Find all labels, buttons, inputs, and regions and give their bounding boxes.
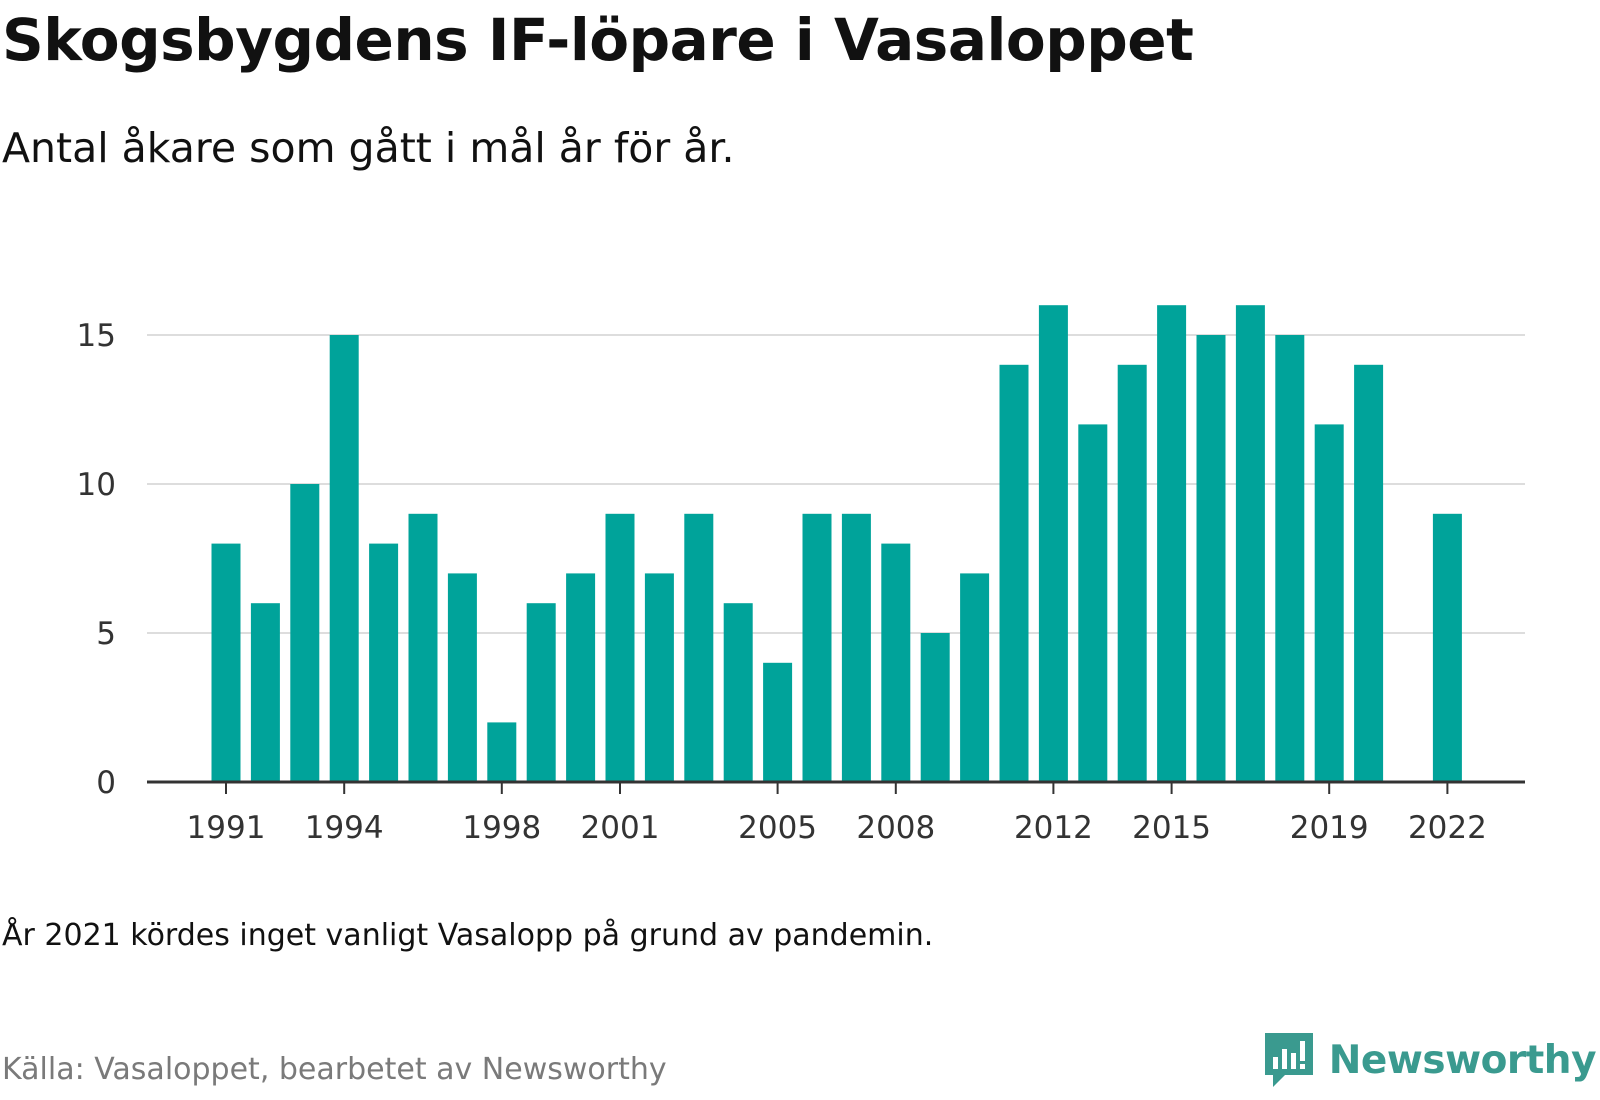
x-tick-label: 2001 [581,810,660,846]
bar-2018 [1275,335,1305,782]
bar-2015 [1157,305,1187,782]
newsworthy-chart-logo-icon [1264,1033,1313,1087]
bar-2022 [1432,513,1462,782]
x-tick-label: 2012 [1014,810,1093,846]
brand-name: Newsworthy [1328,1037,1597,1083]
footnote: År 2021 kördes inget vanligt Vasalopp på… [2,918,934,953]
bar-2005 [763,662,793,782]
bar-2013 [1078,424,1108,782]
x-tick-label: 2015 [1132,810,1211,846]
bar-1994 [329,335,359,782]
bar-2016 [1196,335,1226,782]
bar-1999 [526,603,556,782]
bar-1992 [250,603,280,782]
bar-2002 [644,573,674,782]
x-tick-label: 2005 [738,810,817,846]
brand-logo: Newsworthy [1263,1030,1597,1090]
y-tick-label: 10 [77,467,116,503]
chart-title: Skogsbygdens IF-löpare i Vasaloppet [2,6,1194,74]
bar-2009 [920,633,950,782]
x-tick-label: 2008 [856,810,935,846]
bars [211,305,1462,782]
chart-subtitle: Antal åkare som gått i mål år för år. [2,124,735,172]
source-credit: Källa: Vasaloppet, bearbetet av Newswort… [2,1052,667,1087]
bar-2006 [802,513,832,782]
bar-1996 [408,513,438,782]
x-tick-label: 1998 [462,810,541,846]
bar-2020 [1354,364,1384,782]
bar-1997 [447,573,477,782]
bar-1998 [487,722,517,782]
bar-2001 [605,513,635,782]
bar-1995 [369,543,399,782]
y-tick-label: 0 [96,765,116,801]
bar-2014 [1117,364,1147,782]
bar-chart: 0 5 10 15 1991 1994 1998 2001 2005 2008 2012 2015 20… [77,305,1525,846]
bar-1993 [290,484,320,782]
x-tick-label: 1991 [187,810,266,846]
x-tick-label: 2022 [1408,810,1487,846]
x-tick-label: 1994 [305,810,384,846]
bar-1991 [211,543,241,782]
axes: 0 5 10 15 1991 1994 1998 2001 2005 2008 2012 2015 20… [77,318,1525,846]
bar-2011 [999,364,1029,782]
bar-2004 [723,603,753,782]
bar-2012 [1038,305,1068,782]
bar-2010 [960,573,990,782]
bar-2008 [881,543,911,782]
bar-2000 [566,573,596,782]
bar-2003 [684,513,714,782]
x-tick-label: 2019 [1290,810,1369,846]
y-tick-label: 5 [96,616,116,652]
bar-2017 [1235,305,1265,782]
bar-2019 [1314,424,1344,782]
bar-2007 [841,513,871,782]
y-tick-label: 15 [77,318,116,354]
